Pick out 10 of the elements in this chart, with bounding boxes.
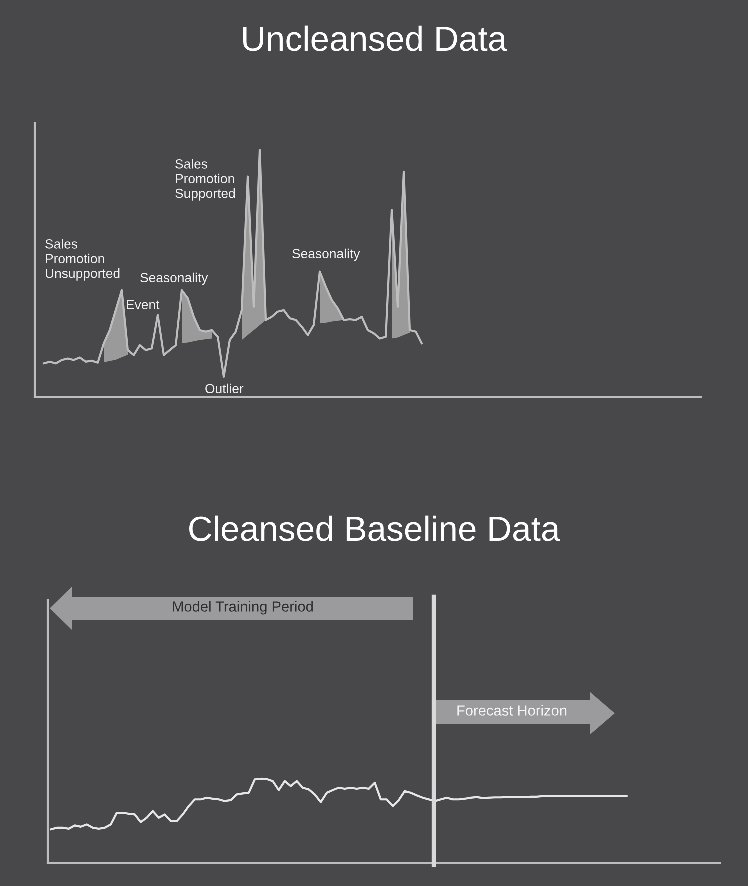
annotation: Seasonality [292, 248, 360, 262]
text: Model Training Period [173, 601, 313, 615]
annotation: Sales Promotion Supported [176, 159, 236, 201]
annotation: Event [127, 300, 160, 310]
annotation: Seasonality [140, 272, 208, 286]
annotation: Sales Promotion Unsupported [46, 239, 120, 281]
chart-title: Cleansed Baseline Data [190, 516, 560, 542]
chart-title: Uncleansed Data [244, 26, 508, 52]
text: Forecast Horizon [458, 705, 567, 716]
annotation: Outlier [206, 384, 244, 394]
